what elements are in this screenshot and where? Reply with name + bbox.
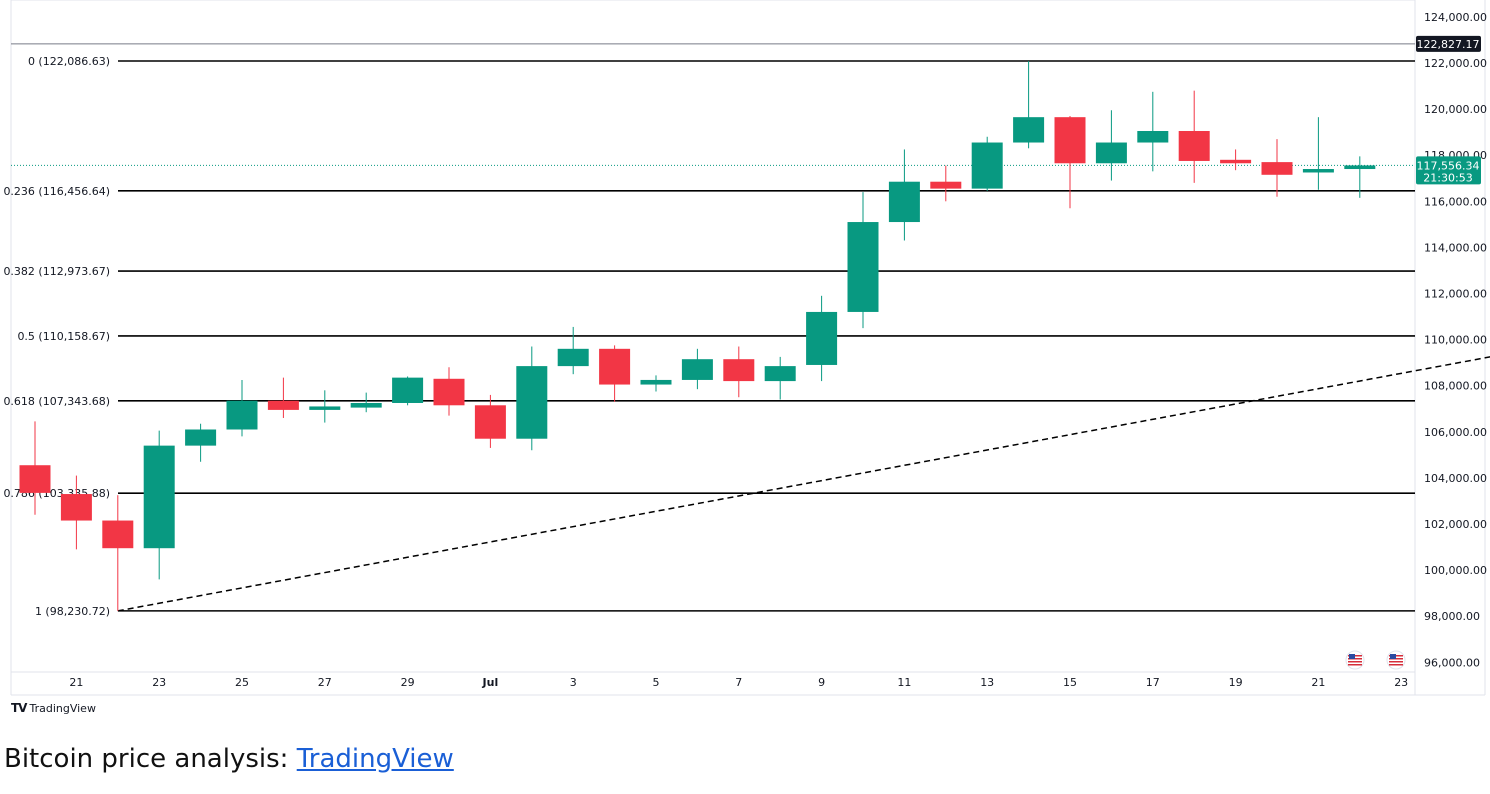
flag-stripe (1348, 661, 1362, 663)
candle-body (1137, 130, 1169, 143)
candle-body (474, 405, 506, 439)
candle-body (309, 406, 341, 410)
caption-link[interactable]: TradingView (296, 744, 454, 774)
x-tick-label: 21 (1311, 676, 1325, 689)
fib-level-label: 0.236 (116,456.64) (3, 185, 110, 198)
x-tick-label: 23 (152, 676, 166, 689)
fib-level-label: 1 (98,230.72) (35, 605, 110, 618)
caption: Bitcoin price analysis: TradingView (4, 744, 454, 774)
y-tick-label: 100,000.00 (1424, 564, 1487, 577)
candle-body (888, 181, 920, 223)
flag-canton (1349, 654, 1355, 659)
tradingview-icon: 𝗧𝗩 (11, 701, 28, 715)
y-tick-label: 120,000.00 (1424, 103, 1487, 116)
x-tick-label: 9 (818, 676, 825, 689)
us-flag-event-icon (1345, 650, 1365, 670)
y-tick-label: 116,000.00 (1424, 195, 1487, 208)
candle-body (143, 445, 175, 549)
flag-stripe (1389, 664, 1403, 666)
candle-body (226, 400, 258, 430)
candle-body (681, 359, 713, 380)
candle-body (1054, 117, 1086, 164)
fib-level-label: 0.786 (103,335.88) (3, 487, 110, 500)
y-tick-label: 108,000.00 (1424, 380, 1487, 393)
x-tick-label: 7 (735, 676, 742, 689)
y-tick-label: 106,000.00 (1424, 426, 1487, 439)
x-tick-label: 29 (401, 676, 415, 689)
y-tick-label: 98,000.00 (1424, 610, 1480, 623)
y-tick-label: 122,000.00 (1424, 57, 1487, 70)
trendline (117, 356, 1490, 612)
tradingview-logo: 𝗧𝗩 TradingView (11, 701, 96, 715)
y-tick-label: 114,000.00 (1424, 241, 1487, 254)
y-tick-label: 96,000.00 (1424, 656, 1480, 669)
last-price-badge (1416, 156, 1481, 185)
candle-body (433, 378, 465, 406)
candle-body (185, 429, 217, 446)
x-tick-label: 13 (980, 676, 994, 689)
candle-body (640, 379, 672, 385)
candle-body (60, 494, 92, 521)
caption-text: Bitcoin price analysis: (4, 744, 297, 774)
y-tick-label: 110,000.00 (1424, 334, 1487, 347)
candle-body (1013, 117, 1045, 143)
candle-body (392, 377, 424, 403)
candle-body (1095, 142, 1127, 164)
candle-body (267, 400, 299, 410)
x-tick-label: 3 (570, 676, 577, 689)
candle-body (723, 359, 755, 382)
x-tick-label: 15 (1063, 676, 1077, 689)
candle-body (1261, 162, 1293, 175)
x-tick-label: Jul (482, 676, 499, 689)
x-tick-label: 27 (318, 676, 332, 689)
flag-canton (1390, 654, 1396, 659)
tradingview-logo-text: TradingView (29, 701, 96, 715)
y-tick-label: 124,000.00 (1424, 11, 1487, 24)
x-tick-label: 19 (1229, 676, 1243, 689)
x-tick-label: 21 (69, 676, 83, 689)
candle-body (930, 181, 962, 189)
x-tick-label: 25 (235, 676, 249, 689)
fib-level-label: 0 (122,086.63) (28, 55, 110, 68)
fib-level-label: 0.382 (112,973.67) (3, 265, 110, 278)
x-tick-label: 23 (1394, 676, 1408, 689)
candle-body (1220, 159, 1252, 164)
fib-level-label: 0.5 (110,158.67) (17, 330, 110, 343)
top-price-label: 122,827.17 (1417, 38, 1480, 51)
candle-body (847, 222, 879, 312)
candle-body (806, 311, 838, 365)
us-flag-event-icon (1386, 650, 1406, 670)
flag-stripe (1389, 661, 1403, 663)
price-chart[interactable]: 96,000.00 98,000.00 100,000.00 102,000.00 10… (0, 0, 1490, 720)
x-tick-label: 17 (1146, 676, 1160, 689)
candle-body (1302, 169, 1334, 173)
candle-body (971, 142, 1003, 189)
top-price-badge (1416, 35, 1481, 52)
y-tick-label: 112,000.00 (1424, 288, 1487, 301)
candle-body (1178, 130, 1210, 161)
x-tick-label: 11 (897, 676, 911, 689)
candle-body (557, 348, 589, 367)
candle-body (102, 520, 134, 549)
candle-body (599, 348, 631, 385)
candle-body (1344, 165, 1376, 170)
flag-stripe (1348, 664, 1362, 666)
bar-countdown-label: 21:30:53 (1423, 171, 1472, 184)
y-tick-label: 102,000.00 (1424, 518, 1487, 531)
candle-body (19, 465, 51, 493)
x-tick-label: 5 (653, 676, 660, 689)
candle-body (516, 366, 548, 439)
candle-body (764, 366, 796, 382)
candle-body (350, 402, 382, 408)
y-tick-label: 104,000.00 (1424, 472, 1487, 485)
last-price-label: 117,556.34 (1417, 159, 1480, 172)
fib-level-label: 0.618 (107,343.68) (3, 395, 110, 408)
